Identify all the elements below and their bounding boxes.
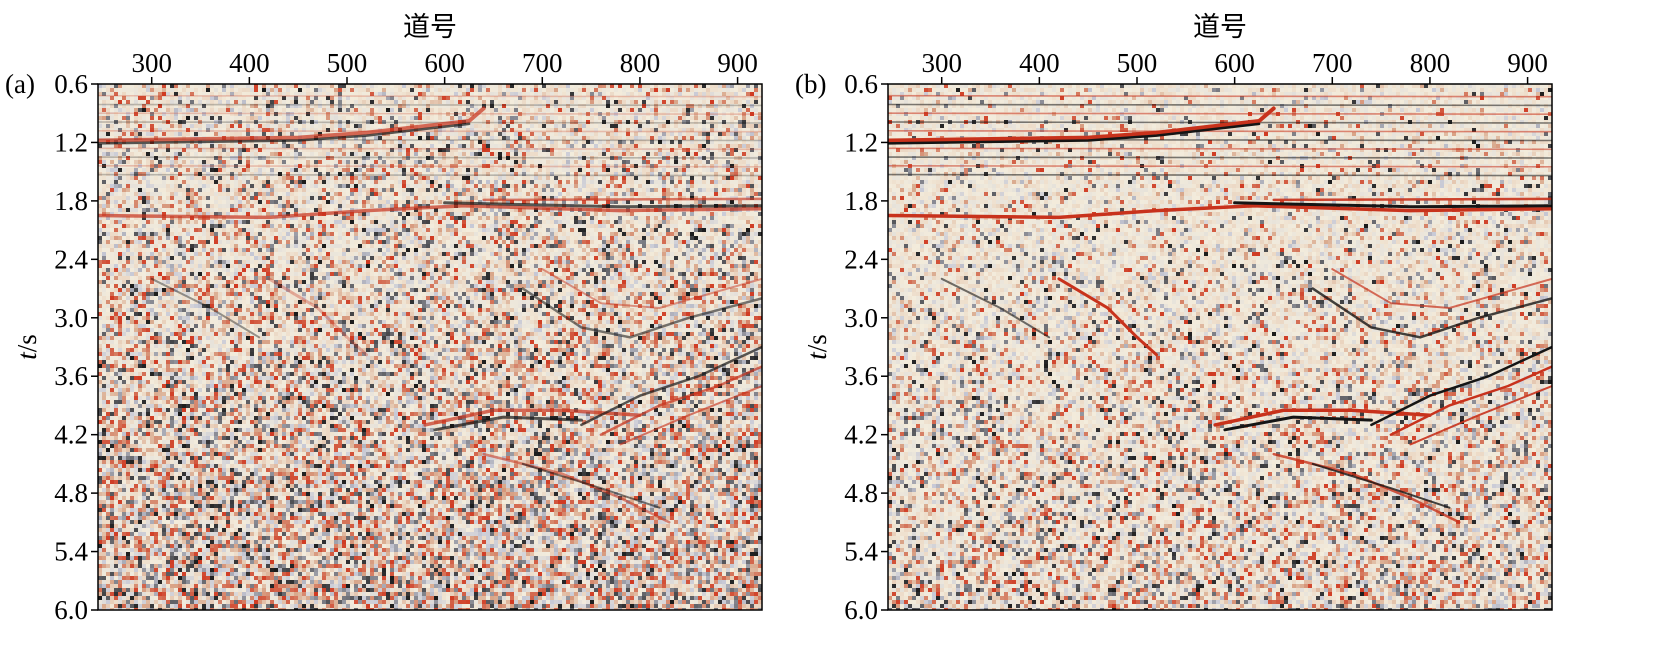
reflector xyxy=(1311,462,1451,509)
x-tick-label: 900 xyxy=(717,48,758,78)
reflector xyxy=(98,204,762,220)
reflector xyxy=(443,201,762,209)
x-tick-label: 800 xyxy=(1410,48,1451,78)
reflector xyxy=(1409,385,1552,446)
reflector xyxy=(433,415,583,432)
reflector xyxy=(888,165,1552,168)
x-axis-title: 道号 xyxy=(1193,12,1247,42)
x-tick-label: 300 xyxy=(921,48,962,78)
y-tick-label: 4.8 xyxy=(54,478,88,508)
reflector xyxy=(1213,408,1432,427)
x-tick-label: 600 xyxy=(424,48,465,78)
reflector xyxy=(541,268,762,310)
reflector xyxy=(1272,197,1552,202)
reflection-events xyxy=(888,94,1552,524)
reflector xyxy=(940,277,1051,339)
x-tick-label: 700 xyxy=(1312,48,1353,78)
panel-label: (b) xyxy=(795,69,826,99)
y-tick-label: 5.4 xyxy=(844,537,878,567)
reflector xyxy=(888,94,1552,98)
reflector xyxy=(888,106,1276,143)
x-tick-label: 300 xyxy=(131,48,172,78)
reflector xyxy=(888,147,1552,151)
reflector xyxy=(1223,415,1373,432)
reflector xyxy=(267,277,368,357)
y-tick-label: 6.0 xyxy=(54,595,88,625)
reflector xyxy=(98,112,762,115)
y-tick-label: 1.8 xyxy=(844,186,878,216)
seismic-section-a xyxy=(98,84,762,610)
reflector xyxy=(1331,268,1552,310)
y-tick-label: 1.2 xyxy=(54,127,88,157)
y-tick-label: 1.2 xyxy=(844,127,878,157)
reflector xyxy=(1389,365,1552,436)
y-tick-label: 1.8 xyxy=(54,186,88,216)
reflector xyxy=(888,121,1552,124)
reflector xyxy=(98,147,762,151)
reflector xyxy=(150,277,261,339)
reflector xyxy=(1370,345,1552,427)
reflector xyxy=(482,197,762,202)
panel-label: (a) xyxy=(5,69,35,99)
x-axis-title: 道号 xyxy=(403,12,457,42)
x-tick-label: 700 xyxy=(522,48,563,78)
y-tick-label: 4.2 xyxy=(844,420,878,450)
x-tick-label: 400 xyxy=(229,48,270,78)
reflector xyxy=(888,173,1552,177)
reflector xyxy=(98,156,762,159)
noise-texture xyxy=(888,84,1552,610)
reflector xyxy=(888,130,1552,133)
reflector xyxy=(888,122,1261,145)
reflector xyxy=(521,462,661,509)
x-tick-label: 500 xyxy=(327,48,368,78)
reflector xyxy=(1311,287,1552,339)
y-axis-title: t/s xyxy=(802,334,832,360)
y-tick-label: 3.6 xyxy=(844,361,878,391)
y-tick-label: 5.4 xyxy=(54,537,88,567)
y-tick-label: 4.8 xyxy=(844,478,878,508)
x-tick-label: 600 xyxy=(1214,48,1255,78)
x-tick-label: 900 xyxy=(1507,48,1548,78)
reflector xyxy=(98,103,762,107)
x-tick-label: 800 xyxy=(620,48,661,78)
reflector xyxy=(98,121,762,124)
reflector xyxy=(1057,277,1158,357)
noise-texture xyxy=(98,84,762,610)
panel-a: 300 400 500 600 700 800 900 0.6 1.2 1.8 2.4 3.0 3.6 4… xyxy=(5,12,763,625)
y-axis-title: t/s xyxy=(12,334,42,360)
reflector xyxy=(888,156,1552,159)
y-tick-label: 2.4 xyxy=(54,244,88,274)
reflector xyxy=(98,165,762,168)
x-tick-label: 500 xyxy=(1117,48,1158,78)
reflector xyxy=(619,385,762,446)
reflector xyxy=(521,287,762,339)
reflector xyxy=(98,122,471,145)
plot-frame xyxy=(887,83,1553,611)
y-tick-label: 3.0 xyxy=(54,303,88,333)
reflector xyxy=(599,365,762,436)
reflector xyxy=(98,130,762,133)
y-tick-label: 0.6 xyxy=(844,69,878,99)
x-tick-label: 400 xyxy=(1019,48,1060,78)
y-tick-label: 6.0 xyxy=(844,595,878,625)
reflector xyxy=(98,173,762,177)
y-tick-label: 3.6 xyxy=(54,361,88,391)
reflector xyxy=(888,103,1552,107)
reflector xyxy=(98,106,486,143)
reflector xyxy=(580,345,762,427)
reflector xyxy=(1233,201,1552,209)
panel-b: 300 400 500 600 700 800 900 0.6 1.2 1.8 2.4 3.0 3.6 4… xyxy=(795,12,1553,625)
reflector xyxy=(888,204,1552,220)
reflector xyxy=(888,112,1552,115)
reflector xyxy=(423,408,642,427)
reflector xyxy=(98,94,762,98)
seismic-section-b xyxy=(888,84,1552,610)
y-tick-label: 0.6 xyxy=(54,69,88,99)
reflection-events xyxy=(98,94,762,524)
plot-frame xyxy=(97,83,763,611)
y-tick-label: 4.2 xyxy=(54,420,88,450)
y-tick-label: 3.0 xyxy=(844,303,878,333)
y-tick-label: 2.4 xyxy=(844,244,878,274)
